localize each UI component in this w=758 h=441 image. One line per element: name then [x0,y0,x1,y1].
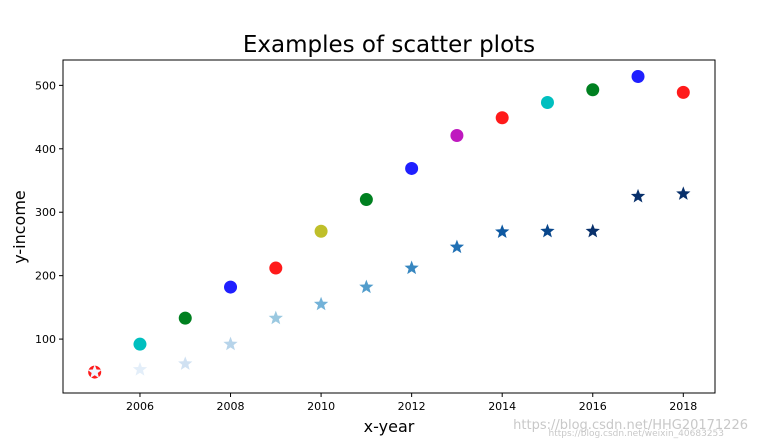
scatter-point-circle [586,83,600,97]
scatter-point-circle [450,128,464,142]
plot-area [62,59,716,394]
x-tick-label: 2018 [669,400,697,413]
scatter-point-star [585,223,600,238]
scatter-point-star [540,223,555,238]
scatter-point-star [268,310,283,325]
watermark-secondary: https://blog.csdn.net/weixin_40683253 [548,429,724,439]
y-axis-ticks: 100 200 300 400 500 [35,79,63,346]
scatter-point-circle [224,280,238,294]
scatter-point-star [676,186,691,200]
scatter-point-star [630,188,646,203]
scatter-point-circle [405,161,419,175]
scatter-point-circle [495,111,509,125]
x-tick-label: 2012 [398,400,426,413]
x-tick-label: 2010 [307,400,335,413]
scatter-point-circle [540,95,554,109]
x-axis-ticks: 2006 2008 2010 2012 2014 2016 2018 [126,393,697,413]
scatter-point-star [359,279,374,294]
scatter-point-star [178,356,193,370]
scatter-point-circle [314,224,328,238]
scatter-point-circle [133,337,147,351]
scatter-point-star [495,224,510,238]
scatter-point-star [313,296,329,311]
y-tick-label: 400 [35,143,56,156]
y-tick-label: 300 [35,206,56,219]
scatter-point-circle [359,193,373,207]
scatter-point-circle [631,69,645,83]
scatter-point-star [404,260,419,275]
x-axis-label: x-year [364,417,415,436]
scatter-point-star [449,239,465,254]
chart-title: Examples of scatter plots [243,32,535,58]
scatter-point-star [87,364,102,379]
scatter-point-circle [178,311,192,325]
y-tick-label: 200 [35,270,56,283]
x-tick-label: 2006 [126,400,154,413]
x-tick-label: 2014 [488,400,516,413]
data-points [87,69,691,379]
scatter-point-star [223,336,238,351]
y-tick-label: 500 [35,79,56,92]
watermark: https://blog.csdn.net/HHG20171226 [513,418,748,433]
x-tick-label: 2016 [579,400,607,413]
x-tick-label: 2008 [217,400,245,413]
scatter-point-star [132,362,148,376]
scatter-point-circle [269,261,283,275]
scatter-point-circle [676,85,690,99]
y-axis-label: y-income [10,190,29,264]
y-tick-label: 100 [35,333,56,346]
